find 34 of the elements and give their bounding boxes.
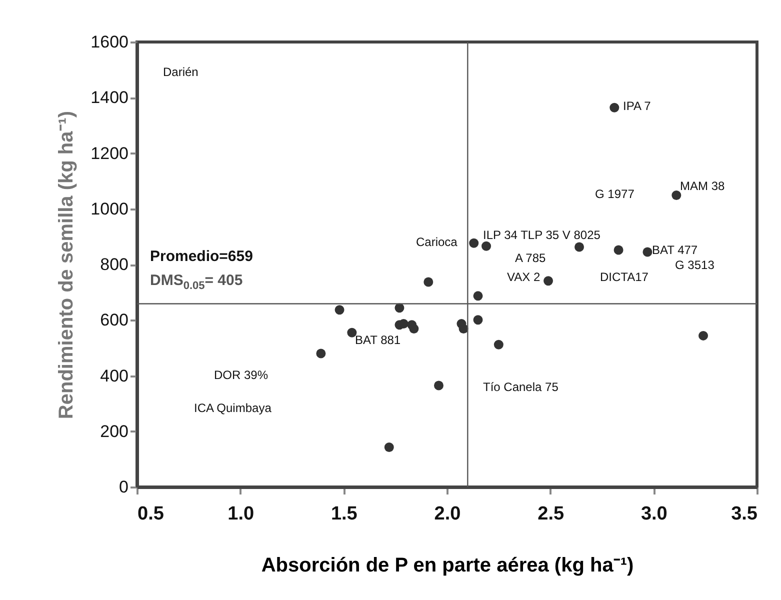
annotation: ILP 34 TLP 35 V 8025	[483, 228, 601, 242]
annotation: BAT 881	[355, 333, 401, 347]
x-tick-label: 1.0	[228, 504, 254, 524]
x-tick-label: 2.0	[434, 504, 461, 524]
y-tick-label: 0	[119, 478, 128, 496]
annotation: Carioca	[416, 235, 458, 249]
y-tick-label: 800	[100, 255, 128, 274]
x-tick-label: 3.5	[731, 504, 758, 524]
annotation: VAX 2	[507, 270, 540, 284]
annotation: IPA 7	[623, 99, 652, 113]
y-tick-label: 1600	[90, 32, 128, 52]
x-tick-label: 2.5	[538, 504, 564, 524]
y-axis-title: Rendimiento de semilla (kg ha⁻¹)	[56, 110, 78, 420]
x-axis-title: Absorción de P en parte aérea (kg ha⁻¹)	[261, 554, 634, 576]
annotation: BAT 477	[652, 243, 698, 257]
y-tick-label: 600	[100, 310, 128, 330]
y-tick-label: 400	[100, 366, 128, 386]
x-tick-label: 1.5	[330, 504, 358, 524]
y-tick-label: 1400	[90, 88, 128, 108]
annotation: G 3513	[675, 258, 715, 272]
annotation: A 785	[515, 251, 546, 265]
annotation: Promedio=659	[150, 248, 253, 265]
x-tick-label: 3.0	[640, 504, 668, 524]
annotation: ICA Quimbaya	[194, 401, 272, 415]
annotation: DICTA17	[600, 270, 649, 284]
annotation: DOR 39%	[214, 368, 268, 382]
annotation: Darién	[163, 65, 198, 79]
annotation: G 1977	[595, 187, 635, 201]
y-tick-label: 200	[100, 422, 128, 441]
annotation: MAM 38	[680, 179, 726, 193]
annotation: Tío Canela 75	[483, 380, 559, 394]
y-tick-label: 1200	[90, 144, 128, 163]
x-tick-label: 0.5	[138, 504, 164, 524]
y-tick-label: 1000	[90, 199, 128, 218]
